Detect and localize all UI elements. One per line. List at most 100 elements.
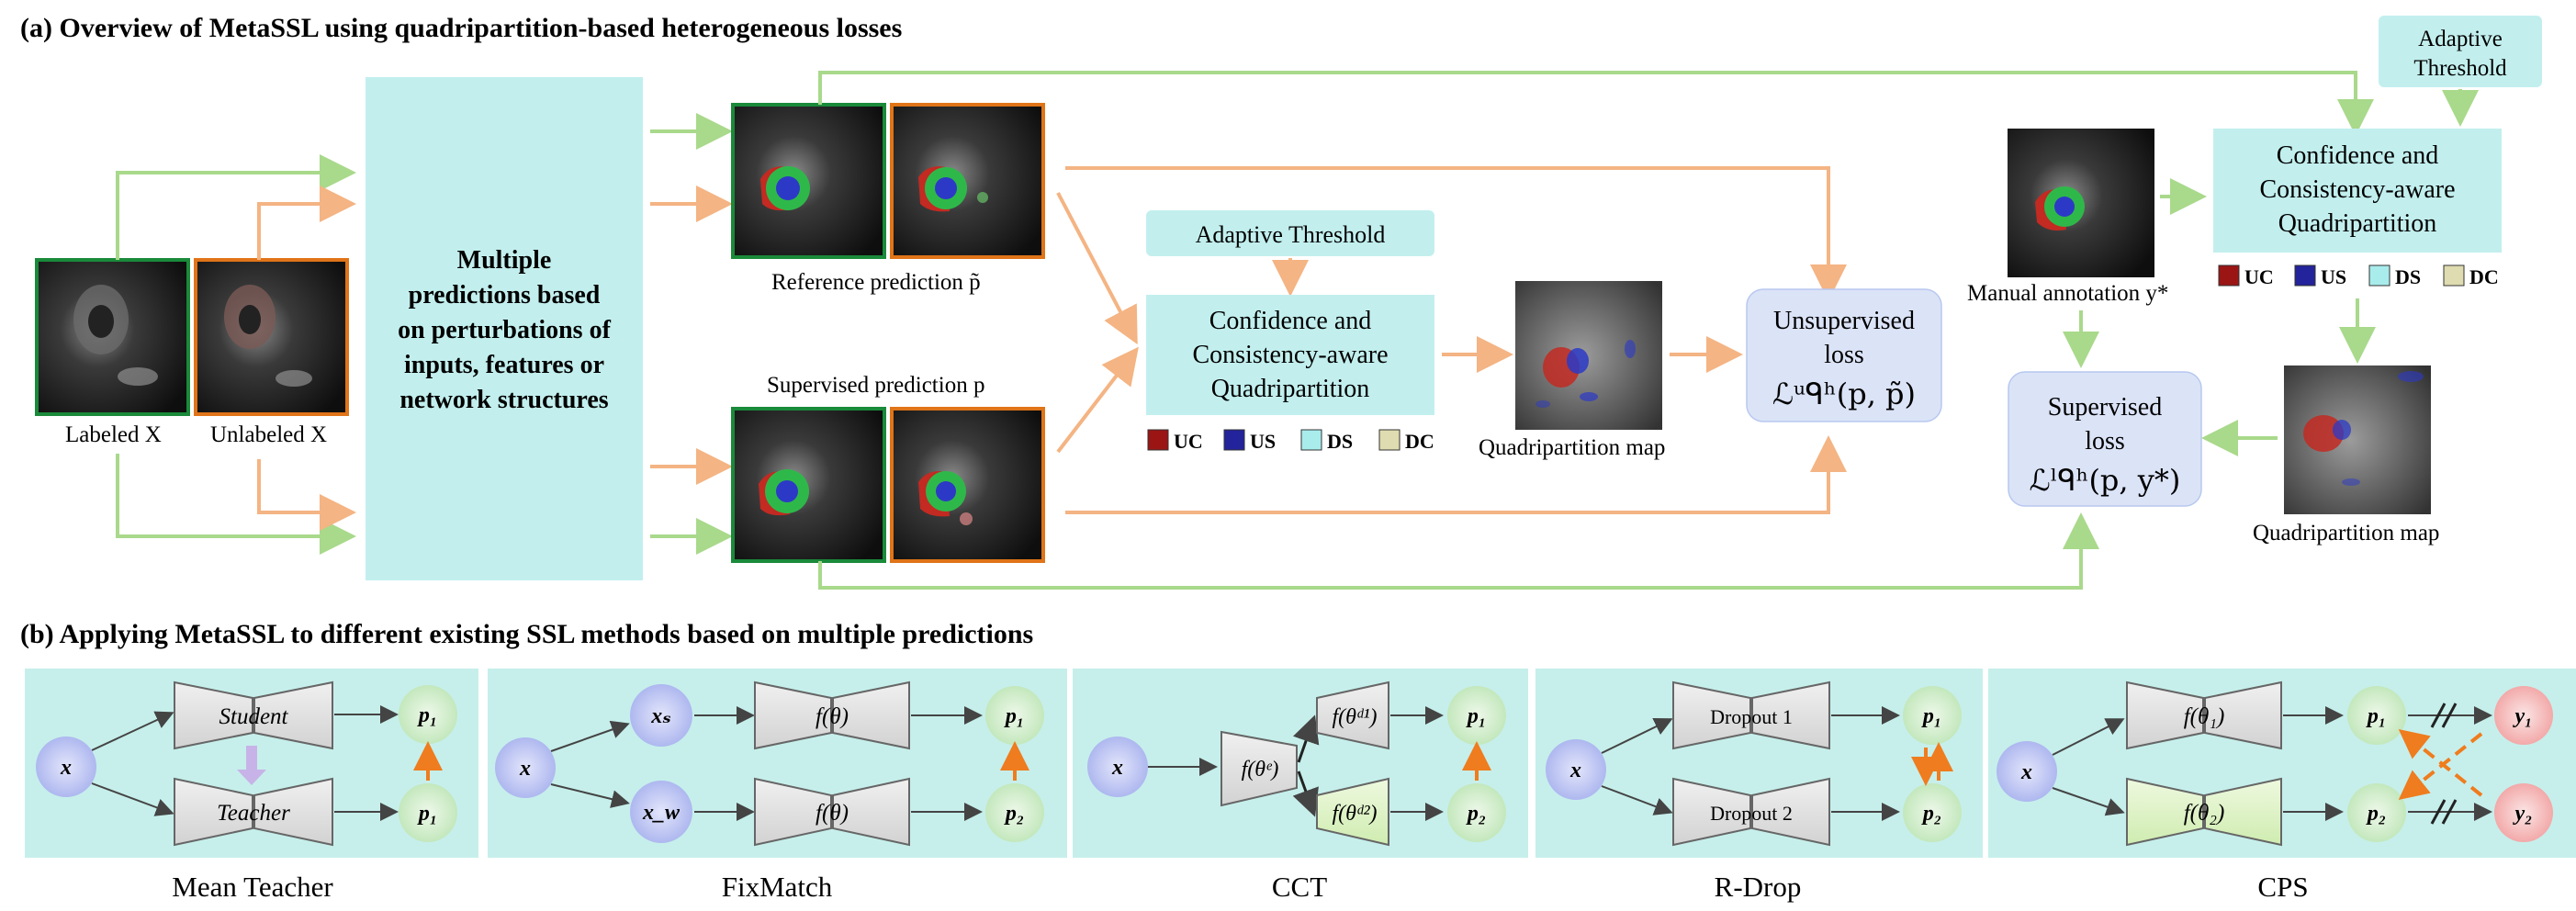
arrow-ref-to-unsup-loss (1065, 166, 1847, 301)
svg-text:Teacher: Teacher (217, 801, 290, 826)
svg-text:p₁: p₁ (1921, 704, 1941, 728)
svg-text:Consistency-aware: Consistency-aware (1192, 341, 1388, 369)
legend-right: UC US DS DC (2218, 264, 2499, 288)
ccq-right-box (2213, 129, 2502, 253)
svg-text:Confidence and: Confidence and (1209, 307, 1372, 335)
svg-text:x_w: x_w (642, 801, 681, 825)
svg-text:p₁: p₁ (417, 703, 437, 727)
svg-text:f(θ): f(θ) (816, 704, 849, 729)
mean-teacher-diagram: x Student Teacher p₁ p₁ (36, 680, 457, 847)
quadripartition-map-mid-image (1515, 281, 1662, 430)
svg-text:ℒᵘᑫʰ(p, p̃): ℒᵘᑫʰ(p, p̃) (1772, 377, 1916, 411)
svg-text:Consistency-aware: Consistency-aware (2259, 175, 2455, 204)
manual-annotation-image (2008, 129, 2154, 277)
svg-text:Multiple: Multiple (457, 246, 552, 275)
arrow-labeled-top (116, 154, 356, 260)
adaptive-threshold-right-box (2379, 16, 2542, 87)
svg-text:p₁: p₁ (1466, 704, 1486, 728)
supervised-prediction-labeled-image (731, 407, 886, 563)
svg-text:Threshold: Threshold (2413, 56, 2507, 81)
svg-text:inputs, features or: inputs, features or (404, 351, 604, 379)
supervised-prediction-unlabeled-image (890, 407, 1045, 563)
svg-text:Adaptive: Adaptive (2418, 27, 2503, 51)
svg-text:x: x (1111, 756, 1123, 780)
svg-text:Quadripartition: Quadripartition (2278, 209, 2437, 238)
svg-text:f(θ): f(θ) (816, 801, 849, 826)
svg-text:Confidence and: Confidence and (2277, 141, 2439, 170)
svg-text:Student: Student (219, 704, 289, 729)
arrow-unlabeled-top (257, 186, 356, 260)
labeled-label: Labeled X (65, 422, 162, 447)
arrow-sup-to-ccq (1056, 346, 1139, 454)
svg-text:DS: DS (2395, 265, 2421, 288)
svg-text:Quadripartition: Quadripartition (1211, 375, 1370, 403)
svg-text:p₁: p₁ (1004, 704, 1024, 728)
svg-text:network structures: network structures (399, 386, 608, 414)
svg-text:f(θᵈ¹): f(θᵈ¹) (1332, 705, 1377, 729)
svg-text:p₂: p₂ (1921, 802, 1941, 826)
adaptive-threshold-mid-text: Adaptive Threshold (1196, 221, 1386, 248)
adaptive-threshold-right-text: Adaptive Threshold (2413, 27, 2507, 81)
caption-cps: CPS (2257, 871, 2308, 903)
svg-text:Dropout 2: Dropout 2 (1710, 802, 1793, 825)
supervised-prediction-label: Supervised prediction p (767, 373, 984, 398)
fixmatch-diagram: x xₛ x_w f(θ) f(θ) p₁ p₂ (495, 680, 1044, 847)
svg-text:p₁: p₁ (417, 802, 437, 826)
unsupervised-loss-box (1746, 288, 1942, 422)
svg-text:x: x (60, 756, 72, 780)
svg-text:DS: DS (1327, 430, 1353, 453)
arrow-labeled-to-ccq-right (818, 71, 2374, 136)
svg-text:Unsupervised: Unsupervised (1773, 307, 1915, 335)
quad-map-right-label: Quadripartition map (2253, 521, 2439, 545)
svg-text:UC: UC (2244, 265, 2274, 288)
arrow-labeled-to-supervised-loss (818, 512, 2099, 590)
svg-text:DC: DC (2469, 265, 2499, 288)
svg-text:p₂: p₂ (1004, 802, 1024, 826)
svg-text:loss: loss (2085, 427, 2125, 456)
svg-text:y₁: y₁ (2512, 704, 2532, 728)
caption-r-drop: R-Drop (1715, 871, 1802, 903)
arrow-unlabeled-bottom (257, 459, 356, 531)
svg-text:US: US (2321, 265, 2346, 288)
svg-text:f(θᵉ): f(θᵉ) (1242, 758, 1279, 782)
caption-fixmatch: FixMatch (722, 871, 833, 903)
manual-annotation-label: Manual annotation y* (1967, 281, 2168, 306)
quadripartition-map-right-image (2284, 366, 2431, 514)
reference-prediction-label: Reference prediction p̃ (771, 270, 981, 295)
caption-mean-teacher: Mean Teacher (172, 871, 333, 903)
caption-cct: CCT (1272, 871, 1327, 903)
svg-text:p₂: p₂ (1466, 802, 1486, 826)
svg-text:p₂: p₂ (2366, 802, 2386, 826)
svg-text:y₂: y₂ (2512, 802, 2532, 826)
svg-text:xₛ: xₛ (650, 704, 670, 728)
ccq-mid-box (1146, 295, 1434, 415)
svg-text:f(θ₁): f(θ₁) (2184, 704, 2225, 729)
svg-text:UC: UC (1174, 430, 1203, 453)
section-a-title: (a) Overview of MetaSSL using quadripart… (20, 13, 902, 43)
arrow-ref-to-ccq (1056, 192, 1138, 345)
arrow-sup-to-unsup-loss (1065, 435, 1847, 514)
arrow-labeled-bottom (116, 454, 356, 555)
svg-text:ℒˡᑫʰ(p, y*): ℒˡᑫʰ(p, y*) (2030, 463, 2181, 498)
svg-text:loss: loss (1824, 341, 1864, 369)
r-drop-diagram: x Dropout 1 Dropout 2 p₁ p₂ (1546, 680, 1962, 847)
multi-prediction-box (366, 77, 643, 580)
svg-text:x: x (519, 757, 531, 781)
svg-text:Dropout 1: Dropout 1 (1710, 705, 1793, 728)
unlabeled-image (194, 258, 349, 416)
svg-text:on perturbations of: on perturbations of (398, 316, 611, 344)
ccq-right-text: Confidence and Consistency-aware Quadrip… (2259, 141, 2455, 238)
svg-text:DC: DC (1405, 430, 1434, 453)
svg-text:US: US (1250, 430, 1276, 453)
svg-text:x: x (2020, 760, 2032, 784)
supervised-loss-text: Supervised loss ℒˡᑫʰ(p, y*) (2030, 393, 2181, 498)
unsupervised-loss-text: Unsupervised loss ℒᵘᑫʰ(p, p̃) (1772, 307, 1916, 411)
svg-text:predictions based: predictions based (409, 281, 601, 309)
multi-prediction-text: Multiple predictions based on perturbati… (398, 246, 611, 414)
reference-prediction-unlabeled-image (890, 103, 1045, 259)
legend-mid: UC US DS DC (1147, 429, 1434, 453)
reference-prediction-labeled-image (731, 103, 886, 259)
svg-text:p₁: p₁ (2366, 704, 2386, 728)
section-b-title: (b) Applying MetaSSL to different existi… (20, 619, 1033, 649)
